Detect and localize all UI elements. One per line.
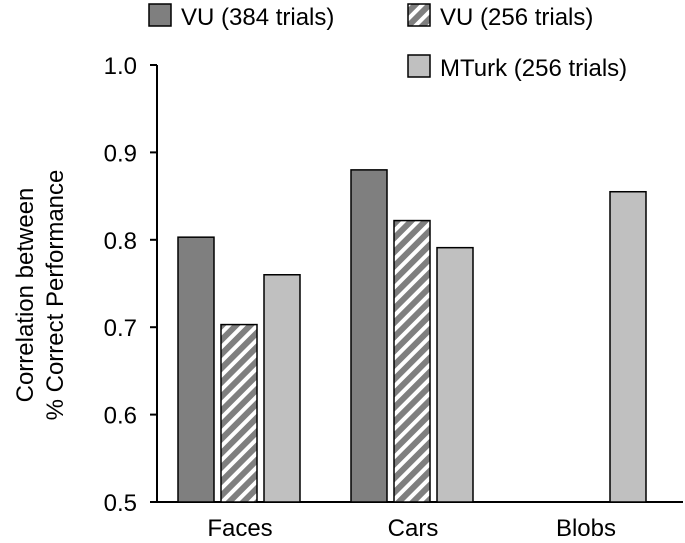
x-axis-categories: Faces Cars Blobs [207,515,616,542]
y-tick-label: 0.9 [104,140,137,167]
legend-swatch-vu-384 [148,3,172,27]
legend-item-vu-256: VU (256 trials) [407,3,593,31]
bars [177,169,647,503]
legend-item-vu-384: VU (384 trials) [148,3,334,31]
x-category-label-cars: Cars [388,515,439,542]
y-axis-ticks: 0.5 0.6 0.7 0.8 0.9 1.0 [104,53,157,517]
legend-item-mturk-256: MTurk (256 trials) [407,54,627,82]
y-tick-label: 0.7 [104,315,137,342]
x-category-label-faces: Faces [207,515,272,542]
legend-swatch-mturk-256 [407,54,431,78]
bar-faces-series-1 [177,236,215,503]
x-category-label-blobs: Blobs [556,515,616,542]
y-tick-label: 0.5 [104,490,137,517]
bar-faces-series-2 [220,323,258,503]
bar-blobs-series-3 [609,190,647,503]
y-tick-label: 1.0 [104,53,137,80]
bar-faces-series-3 [263,274,301,503]
legend-label-mturk-256: MTurk (256 trials) [440,55,627,82]
bar-cars-series-1 [350,169,388,503]
legend-label-vu-384: VU (384 trials) [181,4,334,31]
legend: VU (384 trials) VU (256 trials) MTurk (2… [148,3,627,82]
y-axis-title: Correlation between % Correct Performanc… [12,170,69,421]
legend-swatch-vu-256 [407,3,431,27]
y-tick-label: 0.6 [104,403,137,430]
y-tick-label: 0.8 [104,228,137,255]
bar-cars-series-2 [393,219,431,503]
legend-label-vu-256: VU (256 trials) [440,4,593,31]
bar-cars-series-3 [436,246,474,503]
y-axis-title-line-2: % Correct Performance [42,170,69,421]
y-axis-title-line-1: Correlation between [12,188,39,403]
